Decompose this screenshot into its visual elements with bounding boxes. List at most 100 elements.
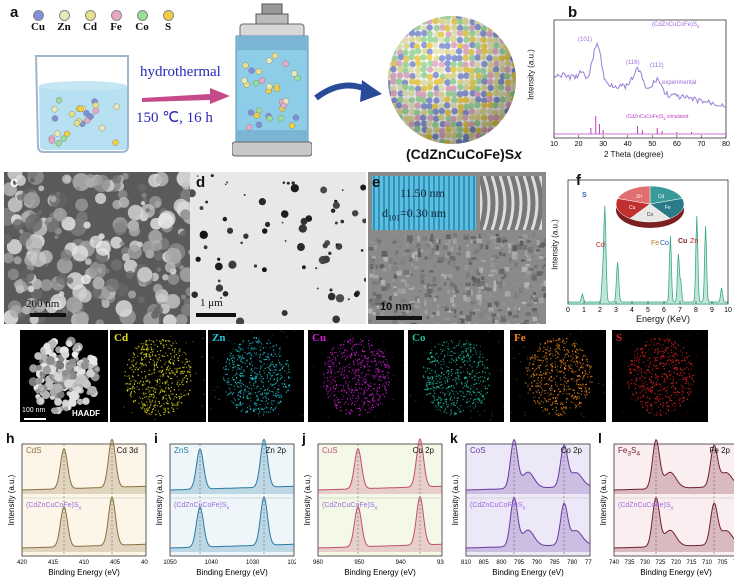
xrd-sim-formula: (CdZnCuCoFe)S bbox=[626, 114, 664, 120]
xps-compound-sub: x bbox=[523, 505, 526, 511]
xps-compound-sub: x bbox=[227, 505, 230, 511]
panel-a-label: a bbox=[10, 4, 18, 21]
process-label: hydrothermal bbox=[140, 64, 221, 81]
eds-xlabel: Energy (KeV) bbox=[636, 314, 690, 324]
xps-panel-i: 1050104010301020Binding Energy (eV)Inten… bbox=[152, 430, 296, 580]
haadf-scalebar bbox=[24, 418, 46, 420]
legend-symbol: S bbox=[165, 21, 171, 33]
eds-map-co: Co bbox=[408, 330, 504, 422]
xrd-formula-text: (CdZnCuCoFe)S bbox=[652, 22, 697, 28]
lattice-d-sub: 101 bbox=[388, 213, 400, 222]
xps-panel-label: l bbox=[598, 430, 602, 446]
xps-ref-label: Fe3S4 bbox=[618, 446, 640, 458]
xrd-xlabel: 2 Theta (degree) bbox=[604, 150, 663, 159]
sem-scale-text: 200 nm bbox=[26, 298, 59, 310]
xps-tick: 810 bbox=[461, 560, 472, 566]
haadf-label: HAADF bbox=[72, 409, 100, 418]
eds-peak-s: S bbox=[582, 192, 587, 199]
xps-tick: 950 bbox=[354, 560, 365, 566]
xps-xlabel: Binding Energy (eV) bbox=[196, 568, 268, 577]
arrow-icon bbox=[140, 84, 232, 106]
xps-ref: Fe bbox=[618, 446, 627, 455]
legend-item-s: S bbox=[158, 10, 178, 33]
eds-map-zn: Zn bbox=[208, 330, 304, 422]
xps-panel-label: k bbox=[450, 430, 458, 446]
xrd-tick-30: 30 bbox=[599, 141, 607, 148]
xps-xlabel: Binding Energy (eV) bbox=[344, 568, 416, 577]
xrd-sim-suffix: simulated bbox=[666, 114, 689, 120]
pie-label-co: Co bbox=[647, 212, 654, 218]
lattice-spacing-2: d101=0.30 nm bbox=[382, 206, 446, 222]
xps-orbital-label: Cu 2p bbox=[413, 446, 434, 455]
xrd-ylabel: Intensity (a.u.) bbox=[527, 30, 536, 120]
xps-ref-sub2: 4 bbox=[636, 451, 640, 458]
xps-compound-label: (CdZnCuCoFe)Sx bbox=[322, 502, 377, 511]
autoclave-illustration bbox=[232, 2, 312, 160]
xps-xlabel: Binding Energy (eV) bbox=[492, 568, 564, 577]
xrd-formula: (CdZnCuCoFe)Sx bbox=[652, 22, 700, 30]
xps-panel-j: 960950940930Binding Energy (eV)Intensity… bbox=[300, 430, 444, 580]
xps-orbital-label: Fe 2p bbox=[710, 446, 730, 455]
xps-compound-sub: x bbox=[671, 505, 674, 511]
legend-dot bbox=[137, 10, 148, 21]
xps-ylabel: Intensity (a.u.) bbox=[155, 474, 164, 525]
eds-tick-10: 10 bbox=[724, 307, 732, 314]
xrd-tick-10: 10 bbox=[550, 141, 558, 148]
eds-map-label: Cu bbox=[312, 332, 326, 344]
xps-panel-label: j bbox=[302, 430, 306, 446]
eds-map-cu: Cu bbox=[308, 330, 404, 422]
xps-ylabel: Intensity (a.u.) bbox=[303, 474, 312, 525]
xps-tick: 775 bbox=[585, 560, 592, 566]
xrd-tick-60: 60 bbox=[673, 141, 681, 148]
xps-tick: 730 bbox=[640, 560, 651, 566]
panel-e-label: e bbox=[372, 174, 380, 191]
legend-item-zn: Zn bbox=[54, 10, 74, 33]
legend-symbol: Zn bbox=[57, 21, 70, 33]
eds-tick-3: 3 bbox=[614, 307, 618, 314]
legend-symbol: Cd bbox=[83, 21, 97, 33]
lattice-spacing-1: 11.50 nm bbox=[400, 186, 445, 201]
eds-tick-6: 6 bbox=[662, 307, 666, 314]
eds-peak-cd: Cd bbox=[596, 242, 605, 249]
xrd-tick-70: 70 bbox=[698, 141, 706, 148]
panel-d-label: d bbox=[196, 174, 205, 191]
eds-tick-1: 1 bbox=[582, 307, 586, 314]
xps-ref-label: ZnS bbox=[174, 446, 189, 455]
eds-peak-co: Co bbox=[660, 240, 669, 247]
eds-map-label: S bbox=[616, 332, 622, 344]
xrd-experimental-label: experimental bbox=[662, 80, 696, 86]
hrtem-scale-text: 10 nm bbox=[380, 301, 412, 313]
xps-compound: (CdZnCuCoFe)S bbox=[174, 502, 227, 509]
xrd-tick-80: 80 bbox=[722, 141, 730, 148]
legend-symbol: Fe bbox=[110, 21, 122, 33]
legend-dot bbox=[59, 10, 70, 21]
xps-tick: 785 bbox=[550, 560, 561, 566]
eds-ylabel: Intensity (a.u.) bbox=[551, 200, 560, 290]
xps-ref-label: CuS bbox=[322, 446, 338, 455]
legend-item-fe: Fe bbox=[106, 10, 126, 33]
eds-map-s: S bbox=[612, 330, 708, 422]
xps-tick: 705 bbox=[717, 560, 728, 566]
pie-label-zn: Zn bbox=[636, 194, 642, 200]
xps-compound: (CdZnCuCoFe)S bbox=[322, 502, 375, 509]
legend-dot bbox=[33, 10, 44, 21]
xps-tick: 1040 bbox=[205, 560, 219, 566]
xps-xlabel: Binding Energy (eV) bbox=[48, 568, 120, 577]
xrd-peak-116: (116) bbox=[626, 60, 640, 66]
xps-compound-label: (CdZnCuCoFe)Sx bbox=[618, 502, 673, 511]
xps-compound: (CdZnCuCoFe)S bbox=[618, 502, 671, 509]
xps-ylabel: Intensity (a.u.) bbox=[451, 474, 460, 525]
eds-peak-cu: Cu bbox=[678, 238, 687, 245]
xps-orbital-label: Co 2p bbox=[561, 446, 582, 455]
xps-tick: 930 bbox=[437, 560, 444, 566]
xps-orbital-label: Cd 3d bbox=[117, 446, 138, 455]
beaker-illustration bbox=[28, 46, 138, 156]
pie-label-cd: Cd bbox=[658, 194, 665, 200]
product-formula: (CdZnCuCoFe)S bbox=[406, 146, 514, 162]
legend-item-co: Co bbox=[132, 10, 152, 33]
conditions-label: 150 ℃, 16 h bbox=[136, 108, 213, 127]
eds-map-fe: Fe bbox=[510, 330, 606, 422]
